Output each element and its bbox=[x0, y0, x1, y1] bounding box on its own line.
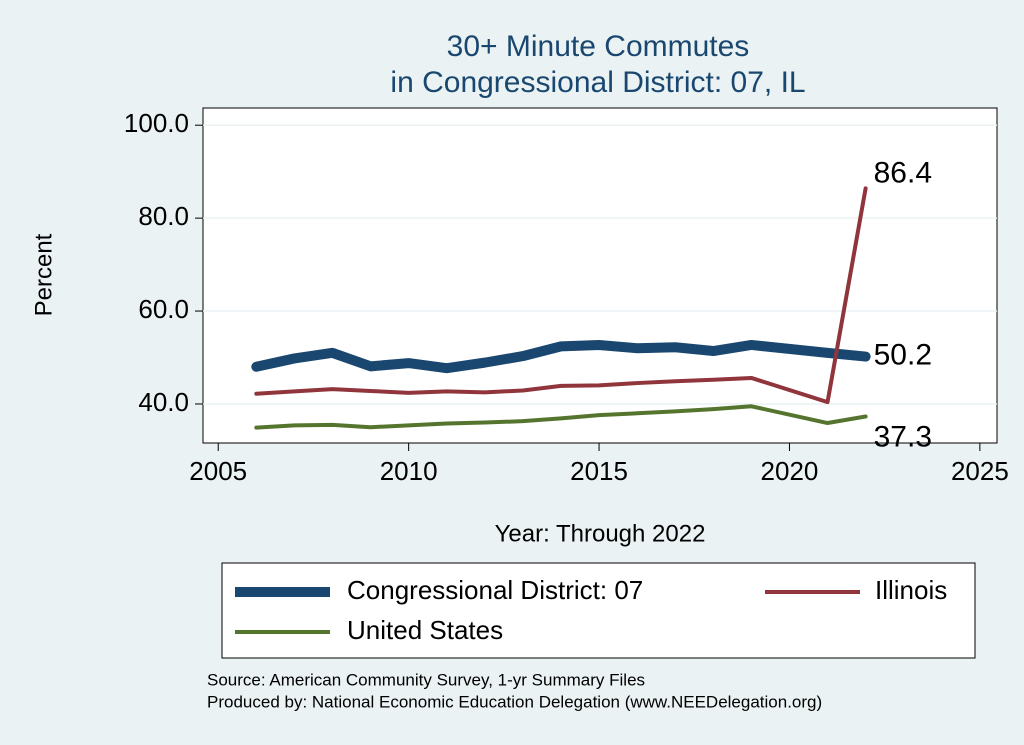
end-label: 37.3 bbox=[874, 420, 932, 453]
chart-subtitle: in Congressional District: 07, IL bbox=[390, 66, 805, 99]
series-line bbox=[254, 404, 868, 430]
chart-title: 30+ Minute Commutes bbox=[447, 30, 750, 63]
y-tick-label: 80.0 bbox=[138, 201, 189, 231]
x-tick-label: 2005 bbox=[189, 456, 247, 486]
x-tick-label: 2025 bbox=[951, 456, 1009, 486]
legend-label: Congressional District: 07 bbox=[347, 575, 643, 605]
end-label: 50.2 bbox=[874, 339, 932, 372]
legend-label: United States bbox=[347, 615, 503, 645]
y-axis-label: Percent bbox=[30, 233, 57, 316]
series-line bbox=[251, 339, 871, 374]
x-axis-label: Year: Through 2022 bbox=[495, 520, 706, 547]
x-tick-label: 2015 bbox=[570, 456, 628, 486]
y-tick-label: 60.0 bbox=[138, 294, 189, 324]
x-tick-label: 2020 bbox=[761, 456, 819, 486]
legend-label: Illinois bbox=[875, 575, 947, 605]
credit-note: Produced by: National Economic Education… bbox=[207, 692, 822, 711]
y-tick-label: 100.0 bbox=[124, 108, 189, 138]
legend bbox=[221, 562, 976, 659]
series-line bbox=[254, 186, 868, 405]
end-label: 86.4 bbox=[874, 156, 932, 189]
x-tick-label: 2010 bbox=[380, 456, 438, 486]
y-tick-label: 40.0 bbox=[138, 387, 189, 417]
source-note: Source: American Community Survey, 1-yr … bbox=[207, 670, 645, 689]
